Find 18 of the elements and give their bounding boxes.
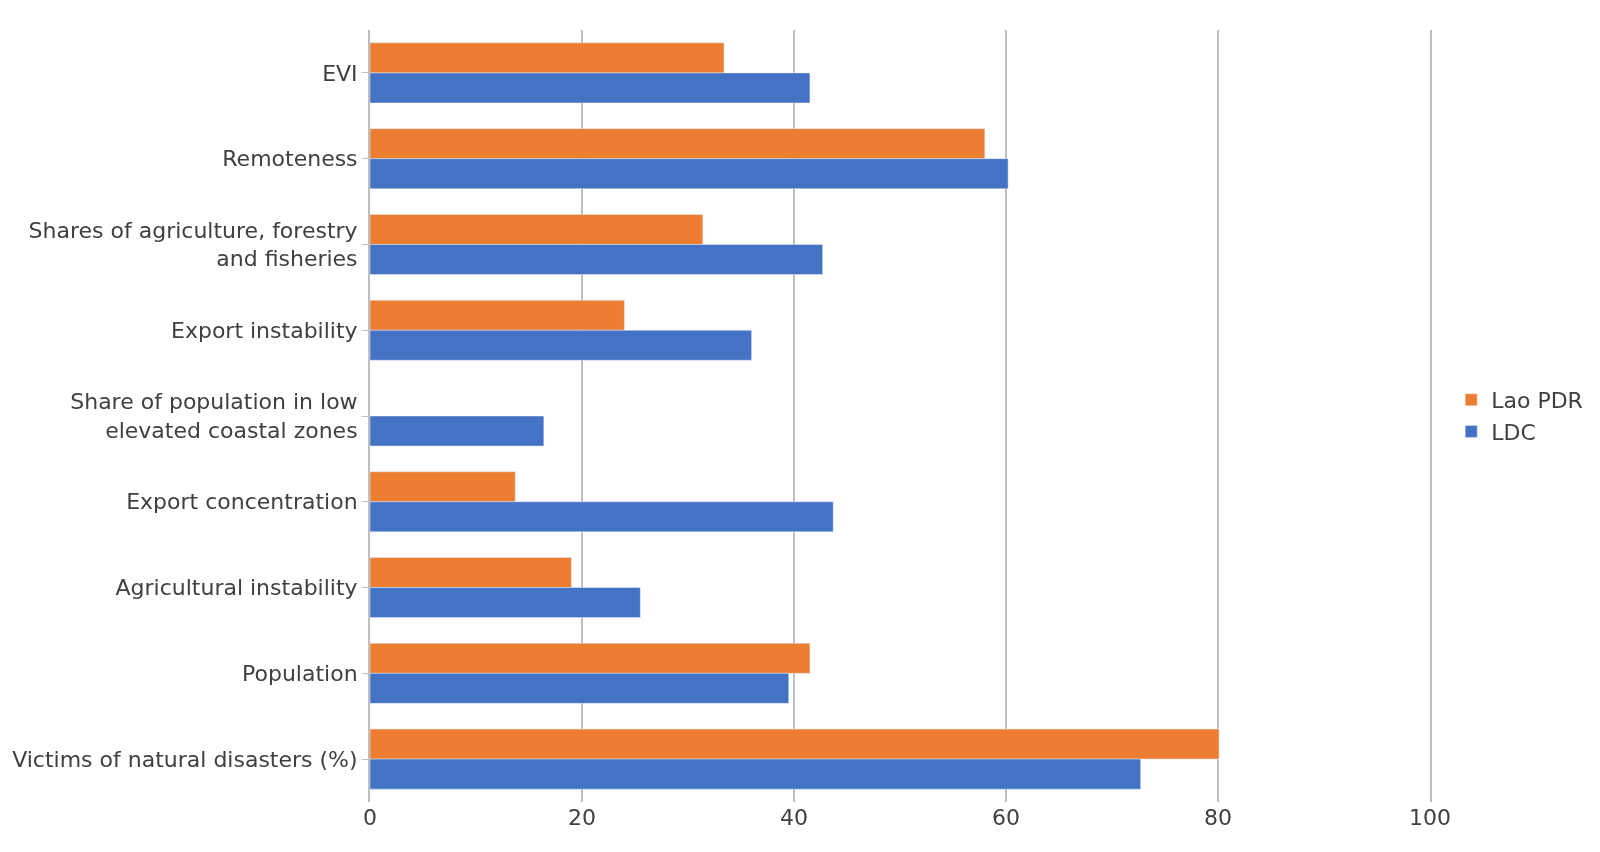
y-tick-label: EVI [322, 60, 358, 86]
y-tick-label: Shares of agriculture, forestry and fisheries [28, 217, 358, 272]
x-tick-label: 80 [1204, 805, 1232, 830]
y-tick-label: Victims of natural disasters (%) [12, 746, 358, 772]
y-tick-label: Agricultural instability [115, 575, 358, 601]
y-tick-label: Share of population in low elevated coastal zones [70, 389, 358, 443]
x-tick-label: 0 [363, 805, 377, 830]
legend-label: Lao PDR [1491, 388, 1583, 414]
y-tick-label: Export instability [171, 317, 358, 343]
legend-label: LDC [1491, 419, 1536, 445]
x-tick-label: 60 [992, 805, 1020, 830]
y-tick-label: Export concentration [126, 489, 358, 515]
y-tick-label: Population [242, 661, 358, 687]
x-tick-label: 100 [1409, 805, 1451, 830]
x-tick-label: 40 [780, 805, 808, 830]
y-tick-label: Remoteness [222, 146, 358, 172]
bar [370, 415, 545, 447]
x-tick-label: 20 [568, 805, 596, 830]
